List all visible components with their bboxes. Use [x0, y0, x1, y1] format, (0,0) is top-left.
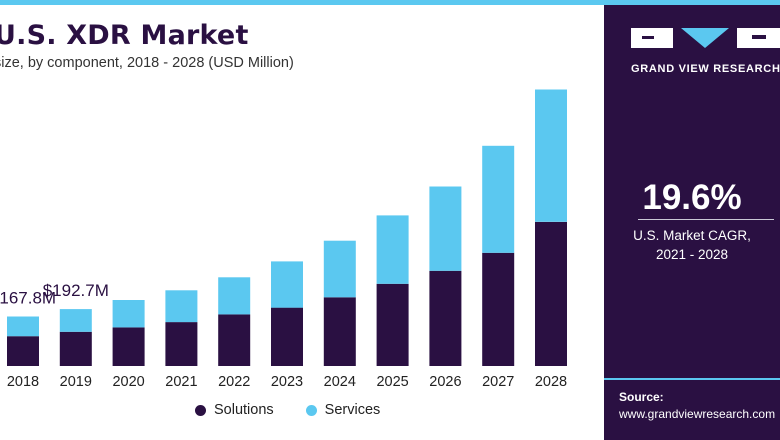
bar-services-2024 — [323, 240, 356, 298]
source-divider — [604, 378, 780, 380]
x-tick-label-2028: 2028 — [535, 374, 567, 390]
bar-services-2020 — [112, 300, 145, 328]
x-tick-label-2021: 2021 — [165, 374, 197, 390]
legend-swatch-services — [305, 404, 317, 416]
source-link[interactable]: www.grandviewresearch.com — [619, 407, 776, 421]
bar-solutions-2026 — [429, 270, 462, 366]
legend-swatch-solutions — [195, 404, 206, 416]
x-tick-label-2020: 2020 — [112, 374, 144, 390]
grand-view-research-logo-icon — [631, 28, 780, 48]
data-label-2019: $192.7M — [43, 281, 109, 300]
brand-name: GRAND VIEW RESEARCH — [631, 63, 780, 75]
bar-services-2022 — [218, 277, 251, 315]
bar-solutions-2022 — [218, 314, 251, 366]
x-tick-label-2022: 2022 — [218, 374, 250, 390]
chart-title: U.S. XDR Market — [0, 20, 249, 51]
bar-services-2025 — [376, 215, 409, 284]
legend-item-solutions: Solutions — [195, 402, 274, 418]
bar-services-2021 — [165, 290, 198, 323]
source-title: Source: — [619, 390, 664, 404]
legend-label-services: Services — [324, 402, 381, 418]
legend-item-services: Services — [305, 402, 381, 418]
cagr-value: 19.6% — [642, 178, 742, 217]
legend-label-solutions: Solutions — [214, 402, 274, 418]
bar-services-2027 — [482, 145, 515, 253]
bar-services-2028 — [535, 89, 567, 222]
bar-solutions-2025 — [376, 283, 409, 366]
bar-solutions-2021 — [165, 322, 198, 366]
bar-services-2026 — [429, 186, 462, 271]
bar-solutions-2027 — [482, 252, 515, 366]
cagr-label-line1: U.S. Market CAGR, — [633, 228, 751, 243]
chart-subtitle: size, by component, 2018 - 2028 (USD Mil… — [0, 55, 294, 71]
bar-solutions-2028 — [535, 221, 567, 366]
stacked-bar-chart: 2018 2019 2020 2021 2022 2023 2024 2025 2026 2027… — [0, 89, 567, 390]
cagr-divider — [638, 219, 774, 220]
top-accent-rule — [0, 0, 780, 5]
x-tick-label-2024: 2024 — [324, 374, 356, 390]
x-tick-label-2023: 2023 — [271, 374, 303, 390]
x-tick-label-2025: 2025 — [376, 374, 408, 390]
bar-solutions-2018 — [7, 336, 39, 366]
bar-services-2018 — [7, 316, 39, 337]
data-label-2018: $167.8M — [0, 289, 56, 308]
legend: Solutions Services — [195, 402, 412, 418]
bar-solutions-2020 — [112, 327, 145, 366]
bar-solutions-2023 — [271, 307, 303, 366]
bar-solutions-2019 — [59, 331, 92, 366]
bar-solutions-2024 — [323, 297, 356, 366]
bar-services-2023 — [271, 261, 303, 308]
x-tick-label-2026: 2026 — [429, 374, 461, 390]
cagr-label: U.S. Market CAGR, 2021 - 2028 — [604, 226, 780, 264]
x-tick-label-2018: 2018 — [7, 374, 39, 390]
x-tick-label-2027: 2027 — [482, 374, 514, 390]
summary-panel: GRAND VIEW RESEARCH 19.6% U.S. Market CA… — [604, 5, 780, 440]
bar-services-2019 — [59, 309, 92, 332]
cagr-label-line2: 2021 - 2028 — [655, 247, 729, 262]
x-tick-label-2019: 2019 — [60, 374, 92, 390]
